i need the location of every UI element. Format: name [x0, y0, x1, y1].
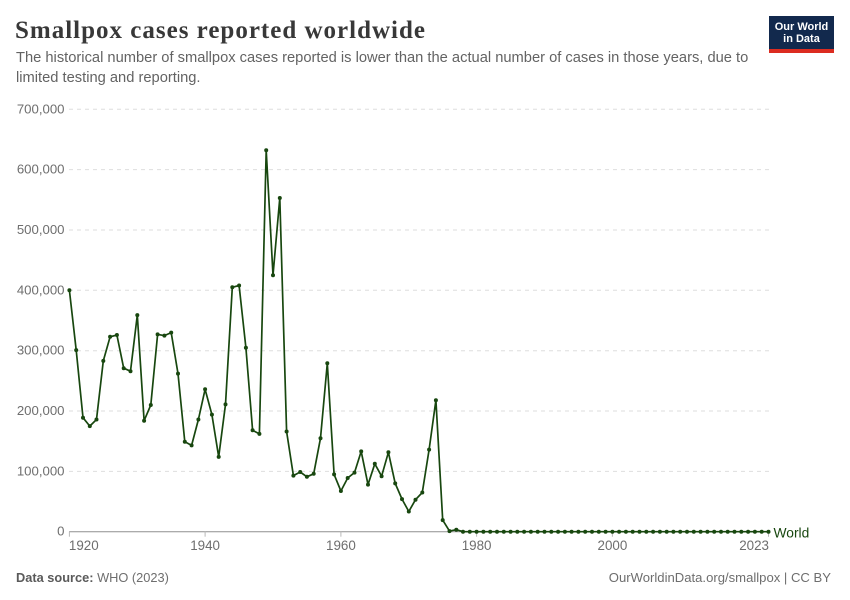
svg-text:1940: 1940	[190, 538, 220, 553]
svg-text:World: World	[774, 526, 810, 541]
svg-text:2000: 2000	[598, 538, 628, 553]
svg-text:100,000: 100,000	[17, 463, 65, 478]
svg-text:600,000: 600,000	[17, 162, 65, 177]
svg-text:1960: 1960	[326, 538, 356, 553]
svg-text:200,000: 200,000	[17, 403, 65, 418]
svg-text:1920: 1920	[69, 538, 99, 553]
svg-text:2023: 2023	[739, 538, 769, 553]
svg-text:400,000: 400,000	[17, 282, 65, 297]
svg-text:700,000: 700,000	[17, 101, 65, 116]
svg-text:0: 0	[57, 524, 64, 539]
svg-text:1980: 1980	[462, 538, 492, 553]
svg-text:300,000: 300,000	[17, 343, 65, 358]
svg-text:500,000: 500,000	[17, 222, 65, 237]
